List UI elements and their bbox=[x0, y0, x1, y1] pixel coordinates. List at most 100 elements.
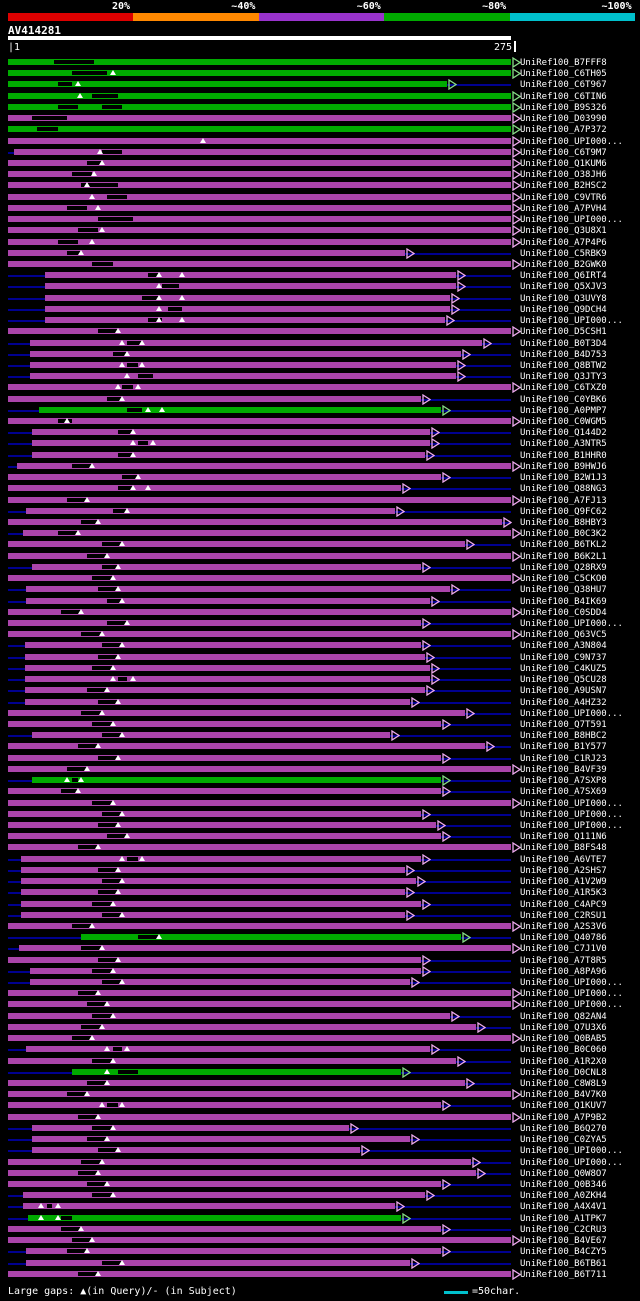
hit-label[interactable]: UniRef100_A1TPK7 bbox=[520, 1213, 607, 1224]
alignment-bar[interactable] bbox=[8, 159, 511, 166]
hit-label[interactable]: UniRef100_Q0W8O7 bbox=[520, 1168, 607, 1179]
hit-label[interactable]: UniRef100_Q144D2 bbox=[520, 428, 607, 439]
alignment-bar[interactable] bbox=[8, 1270, 511, 1277]
hit-label[interactable]: UniRef100_C5RBK9 bbox=[520, 248, 607, 259]
alignment-bar[interactable] bbox=[8, 519, 502, 526]
hit-label[interactable]: UniRef100_C9N737 bbox=[520, 652, 607, 663]
alignment-bar[interactable] bbox=[8, 474, 442, 481]
alignment-bar[interactable] bbox=[8, 1057, 456, 1064]
hit-label[interactable]: UniRef100_Q111N6 bbox=[520, 832, 607, 843]
hit-label[interactable]: UniRef100_Q3U8X1 bbox=[520, 226, 607, 237]
hit-label[interactable]: UniRef100_UPI000... bbox=[520, 1000, 623, 1011]
alignment-bar[interactable] bbox=[8, 260, 511, 267]
hit-label[interactable]: UniRef100_B2W1J3 bbox=[520, 473, 607, 484]
hit-label[interactable]: UniRef100_A6VTE7 bbox=[520, 854, 607, 865]
alignment-bar[interactable] bbox=[8, 485, 401, 492]
hit-label[interactable]: UniRef100_Q3JTY3 bbox=[520, 372, 607, 383]
alignment-bar[interactable] bbox=[30, 339, 482, 346]
alignment-bar[interactable] bbox=[31, 440, 431, 447]
hit-label[interactable]: UniRef100_Q7T591 bbox=[520, 719, 607, 730]
hit-label[interactable]: UniRef100_C8W8L9 bbox=[520, 1079, 607, 1090]
hit-label[interactable]: UniRef100_Q9FC62 bbox=[520, 506, 607, 517]
hit-label[interactable]: UniRef100_Q40786 bbox=[520, 933, 607, 944]
hit-label[interactable]: UniRef100_Q5XJV3 bbox=[520, 282, 607, 293]
alignment-bar[interactable] bbox=[8, 720, 442, 727]
alignment-bar[interactable] bbox=[24, 676, 431, 683]
hit-label[interactable]: UniRef100_A4HZ32 bbox=[520, 697, 607, 708]
hit-label[interactable]: UniRef100_C2CRU3 bbox=[520, 1224, 607, 1235]
alignment-bar[interactable] bbox=[8, 1169, 477, 1176]
alignment-bar[interactable] bbox=[8, 115, 511, 122]
hit-label[interactable]: UniRef100_A9USN7 bbox=[520, 686, 607, 697]
hit-label[interactable]: UniRef100_C6T967 bbox=[520, 80, 607, 91]
alignment-bar[interactable] bbox=[8, 328, 511, 335]
alignment-bar[interactable] bbox=[44, 317, 445, 324]
hit-label[interactable]: UniRef100_A2S3V6 bbox=[520, 921, 607, 932]
hit-label[interactable]: UniRef100_B1HHR0 bbox=[520, 450, 607, 461]
hit-label[interactable]: UniRef100_C6TXZ0 bbox=[520, 383, 607, 394]
hit-label[interactable]: UniRef100_UPI000... bbox=[520, 1146, 623, 1157]
hit-label[interactable]: UniRef100_C1RJ23 bbox=[520, 753, 607, 764]
alignment-bar[interactable] bbox=[8, 844, 511, 851]
hit-label[interactable]: UniRef100_A7FJ13 bbox=[520, 495, 607, 506]
alignment-bar[interactable] bbox=[8, 956, 422, 963]
hit-label[interactable]: UniRef100_A7P4P6 bbox=[520, 237, 607, 248]
alignment-bar[interactable] bbox=[8, 1113, 511, 1120]
hit-label[interactable]: UniRef100_Q5CU28 bbox=[520, 675, 607, 686]
hit-label[interactable]: UniRef100_A7P372 bbox=[520, 125, 607, 136]
alignment-bar[interactable] bbox=[8, 608, 511, 615]
hit-label[interactable]: UniRef100_A8PA96 bbox=[520, 966, 607, 977]
alignment-bar[interactable] bbox=[24, 698, 411, 705]
hit-label[interactable]: UniRef100_Q6IRT4 bbox=[520, 271, 607, 282]
hit-label[interactable]: UniRef100_B8FS48 bbox=[520, 843, 607, 854]
alignment-bar[interactable] bbox=[8, 204, 511, 211]
alignment-bar[interactable] bbox=[31, 563, 422, 570]
alignment-bar[interactable] bbox=[17, 462, 511, 469]
hit-label[interactable]: UniRef100_UPI000... bbox=[520, 708, 623, 719]
alignment-bar[interactable] bbox=[8, 1001, 511, 1008]
alignment-bar[interactable] bbox=[39, 406, 442, 413]
alignment-bar[interactable] bbox=[20, 866, 405, 873]
alignment-bar[interactable] bbox=[20, 911, 405, 918]
alignment-bar[interactable] bbox=[8, 1091, 511, 1098]
hit-label[interactable]: UniRef100_UPI000... bbox=[520, 978, 623, 989]
hit-label[interactable]: UniRef100_A3N804 bbox=[520, 641, 607, 652]
alignment-bar[interactable] bbox=[22, 1203, 396, 1210]
alignment-bar[interactable] bbox=[30, 979, 411, 986]
alignment-bar[interactable] bbox=[26, 1248, 442, 1255]
alignment-bar[interactable] bbox=[8, 227, 511, 234]
alignment-bar[interactable] bbox=[20, 878, 416, 885]
alignment-bar[interactable] bbox=[19, 945, 511, 952]
hit-label[interactable]: UniRef100_Q88NG3 bbox=[520, 484, 607, 495]
alignment-bar[interactable] bbox=[8, 1225, 442, 1232]
hit-label[interactable]: UniRef100_A7T8R5 bbox=[520, 955, 607, 966]
alignment-bar[interactable] bbox=[8, 92, 511, 99]
alignment-bar[interactable] bbox=[26, 586, 451, 593]
hit-label[interactable]: UniRef100_C4APC9 bbox=[520, 899, 607, 910]
alignment-bar[interactable] bbox=[8, 1012, 451, 1019]
hit-label[interactable]: UniRef100_C5CKO0 bbox=[520, 574, 607, 585]
hit-label[interactable]: UniRef100_UPI000... bbox=[520, 1157, 623, 1168]
alignment-bar[interactable] bbox=[28, 1214, 401, 1221]
alignment-bar[interactable] bbox=[44, 294, 451, 301]
alignment-bar[interactable] bbox=[26, 507, 396, 514]
alignment-bar[interactable] bbox=[8, 216, 511, 223]
alignment-bar[interactable] bbox=[13, 148, 511, 155]
alignment-bar[interactable] bbox=[26, 597, 431, 604]
alignment-bar[interactable] bbox=[8, 1102, 442, 1109]
hit-label[interactable]: UniRef100_A7SXP8 bbox=[520, 776, 607, 787]
alignment-bar[interactable] bbox=[8, 743, 486, 750]
hit-label[interactable]: UniRef100_B8HBC2 bbox=[520, 731, 607, 742]
hit-label[interactable]: UniRef100_B0C060 bbox=[520, 1045, 607, 1056]
alignment-bar[interactable] bbox=[8, 384, 511, 391]
hit-label[interactable]: UniRef100_C4KUZ5 bbox=[520, 663, 607, 674]
hit-label[interactable]: UniRef100_B0T3D4 bbox=[520, 338, 607, 349]
alignment-bar[interactable] bbox=[8, 541, 466, 548]
hit-label[interactable]: UniRef100_UPI000... bbox=[520, 798, 623, 809]
hit-label[interactable]: UniRef100_A4X4V1 bbox=[520, 1202, 607, 1213]
alignment-bar[interactable] bbox=[26, 1259, 411, 1266]
hit-label[interactable]: UniRef100_Q8BTW2 bbox=[520, 360, 607, 371]
alignment-bar[interactable] bbox=[20, 900, 422, 907]
hit-label[interactable]: UniRef100_A7PVH4 bbox=[520, 203, 607, 214]
alignment-bar[interactable] bbox=[22, 530, 511, 537]
